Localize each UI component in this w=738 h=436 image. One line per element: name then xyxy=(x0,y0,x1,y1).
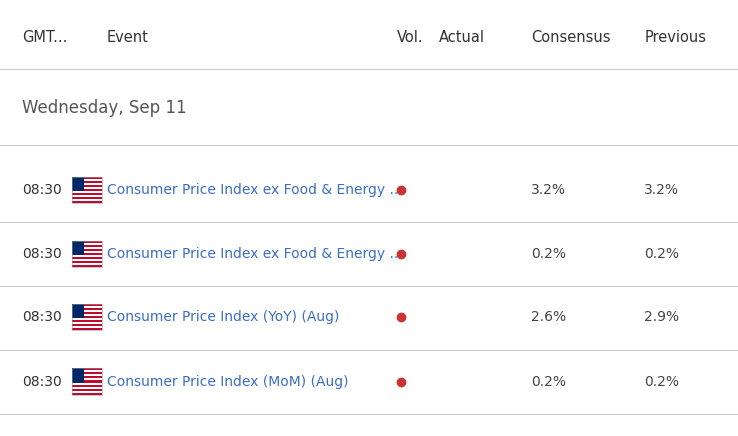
Text: GMT...: GMT... xyxy=(22,30,67,44)
FancyBboxPatch shape xyxy=(72,201,102,203)
FancyBboxPatch shape xyxy=(72,310,102,312)
FancyBboxPatch shape xyxy=(72,199,102,201)
FancyBboxPatch shape xyxy=(72,391,102,392)
FancyBboxPatch shape xyxy=(72,312,102,314)
Text: 3.2%: 3.2% xyxy=(531,183,566,197)
FancyBboxPatch shape xyxy=(72,241,102,243)
FancyBboxPatch shape xyxy=(72,265,102,267)
FancyBboxPatch shape xyxy=(72,304,84,318)
FancyBboxPatch shape xyxy=(72,323,102,324)
FancyBboxPatch shape xyxy=(72,392,102,395)
Text: 0.2%: 0.2% xyxy=(644,247,679,261)
FancyBboxPatch shape xyxy=(72,181,102,183)
FancyBboxPatch shape xyxy=(72,378,102,381)
FancyBboxPatch shape xyxy=(72,259,102,261)
FancyBboxPatch shape xyxy=(72,327,102,328)
Text: Consensus: Consensus xyxy=(531,30,611,44)
FancyBboxPatch shape xyxy=(72,263,102,265)
FancyBboxPatch shape xyxy=(72,328,102,330)
FancyBboxPatch shape xyxy=(72,253,102,255)
FancyBboxPatch shape xyxy=(72,261,102,263)
FancyBboxPatch shape xyxy=(72,388,102,391)
FancyBboxPatch shape xyxy=(72,368,102,371)
FancyBboxPatch shape xyxy=(72,245,102,247)
FancyBboxPatch shape xyxy=(72,304,102,307)
Text: 08:30: 08:30 xyxy=(22,310,62,324)
Text: Consumer Price Index ex Food & Energy ...: Consumer Price Index ex Food & Energy ..… xyxy=(107,183,403,197)
FancyBboxPatch shape xyxy=(72,320,102,323)
Text: 0.2%: 0.2% xyxy=(644,375,679,388)
FancyBboxPatch shape xyxy=(72,375,102,376)
FancyBboxPatch shape xyxy=(72,187,102,189)
FancyBboxPatch shape xyxy=(72,382,102,385)
FancyBboxPatch shape xyxy=(72,381,102,382)
Text: Consumer Price Index (MoM) (Aug): Consumer Price Index (MoM) (Aug) xyxy=(107,375,348,388)
FancyBboxPatch shape xyxy=(72,177,102,179)
FancyBboxPatch shape xyxy=(72,318,102,320)
Text: 2.6%: 2.6% xyxy=(531,310,567,324)
FancyBboxPatch shape xyxy=(72,189,102,191)
FancyBboxPatch shape xyxy=(72,368,84,382)
Text: Actual: Actual xyxy=(439,30,485,44)
Text: Consumer Price Index ex Food & Energy ...: Consumer Price Index ex Food & Energy ..… xyxy=(107,247,403,261)
Text: 0.2%: 0.2% xyxy=(531,375,566,388)
Text: 0.2%: 0.2% xyxy=(531,247,566,261)
FancyBboxPatch shape xyxy=(72,195,102,197)
FancyBboxPatch shape xyxy=(72,243,102,245)
FancyBboxPatch shape xyxy=(72,183,102,184)
FancyBboxPatch shape xyxy=(72,308,102,310)
Text: Consumer Price Index (YoY) (Aug): Consumer Price Index (YoY) (Aug) xyxy=(107,310,339,324)
Text: Wednesday, Sep 11: Wednesday, Sep 11 xyxy=(22,99,187,117)
FancyBboxPatch shape xyxy=(72,251,102,253)
FancyBboxPatch shape xyxy=(72,184,102,187)
FancyBboxPatch shape xyxy=(72,314,102,317)
FancyBboxPatch shape xyxy=(72,255,102,257)
FancyBboxPatch shape xyxy=(72,177,84,191)
Text: Vol.: Vol. xyxy=(397,30,424,44)
FancyBboxPatch shape xyxy=(72,317,102,318)
FancyBboxPatch shape xyxy=(72,191,102,193)
FancyBboxPatch shape xyxy=(72,247,102,249)
Text: 08:30: 08:30 xyxy=(22,247,62,261)
FancyBboxPatch shape xyxy=(72,387,102,388)
FancyBboxPatch shape xyxy=(72,249,102,251)
Text: 2.9%: 2.9% xyxy=(644,310,680,324)
Text: 3.2%: 3.2% xyxy=(644,183,679,197)
FancyBboxPatch shape xyxy=(72,371,102,372)
FancyBboxPatch shape xyxy=(72,385,102,387)
Text: 08:30: 08:30 xyxy=(22,375,62,388)
FancyBboxPatch shape xyxy=(72,324,102,327)
FancyBboxPatch shape xyxy=(72,372,102,375)
Text: Event: Event xyxy=(107,30,149,44)
FancyBboxPatch shape xyxy=(72,241,84,255)
Text: 08:30: 08:30 xyxy=(22,183,62,197)
FancyBboxPatch shape xyxy=(72,179,102,181)
Text: Previous: Previous xyxy=(644,30,706,44)
FancyBboxPatch shape xyxy=(72,197,102,199)
FancyBboxPatch shape xyxy=(72,257,102,259)
FancyBboxPatch shape xyxy=(72,376,102,378)
FancyBboxPatch shape xyxy=(72,307,102,308)
FancyBboxPatch shape xyxy=(72,193,102,195)
